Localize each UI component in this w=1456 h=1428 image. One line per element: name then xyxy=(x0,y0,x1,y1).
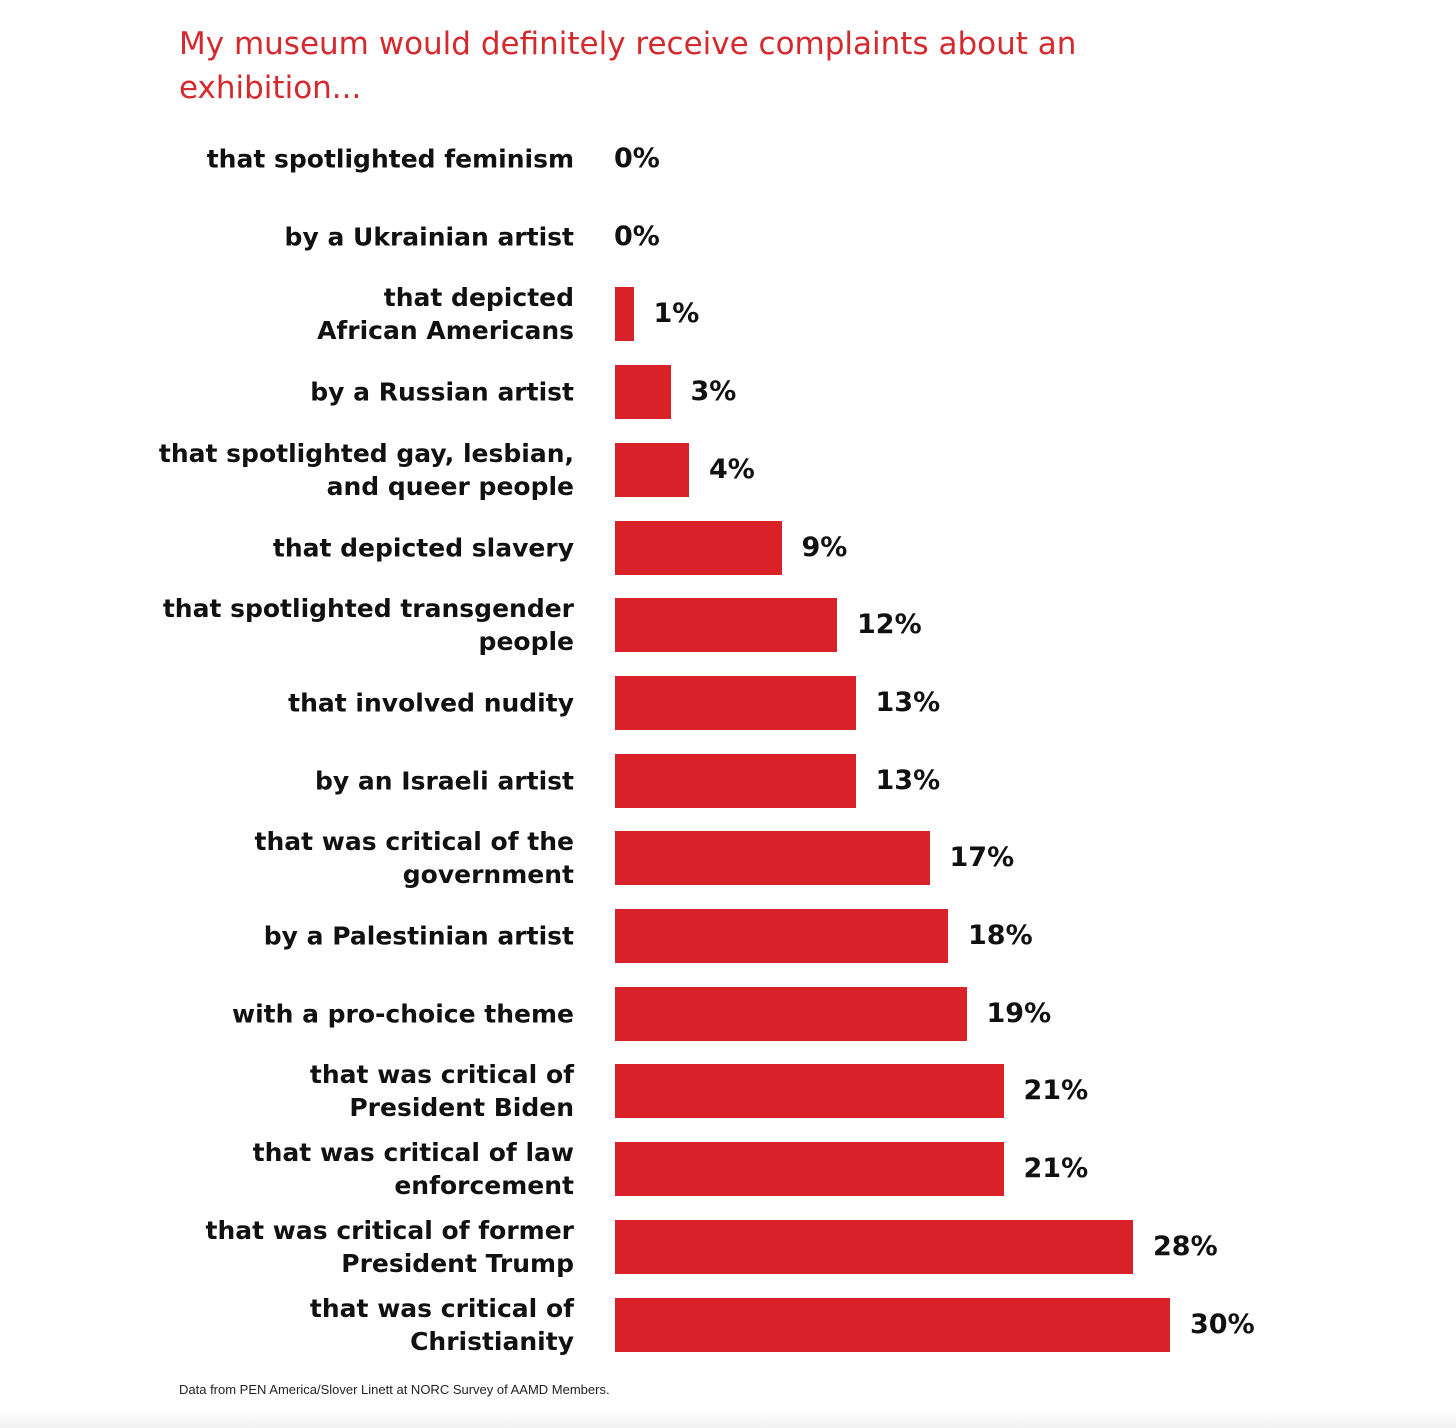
category-label: that was critical of Christianity xyxy=(309,1293,574,1356)
value-label: 18% xyxy=(968,920,1033,951)
bar xyxy=(615,365,671,420)
category-label: that depicted African Americans xyxy=(317,283,574,346)
value-label: 30% xyxy=(1190,1308,1255,1340)
value-label: 19% xyxy=(986,997,1052,1029)
value-label: 0% xyxy=(614,220,660,252)
bar xyxy=(615,831,930,886)
bar xyxy=(615,287,634,342)
category-label: that spotlighted transgender people xyxy=(162,594,574,657)
bar xyxy=(615,909,948,963)
value-label: 4% xyxy=(709,453,755,485)
bar xyxy=(615,520,782,575)
source-note: Data from PEN America/Slover Linett at N… xyxy=(179,1382,610,1397)
category-label: by a Palestinian artist xyxy=(263,921,574,951)
bar xyxy=(615,1297,1170,1352)
value-label: 1% xyxy=(653,298,700,330)
category-label: by an Israeli artist xyxy=(315,766,574,796)
page-bottom-edge xyxy=(0,1408,1456,1428)
bar xyxy=(615,442,689,497)
value-label: 17% xyxy=(949,842,1015,874)
bar xyxy=(615,598,837,653)
category-label: with a pro-choice theme xyxy=(231,999,574,1029)
category-label: that depicted slavery xyxy=(272,533,574,562)
category-label: that was critical of the government xyxy=(254,827,574,890)
value-label: 0% xyxy=(614,143,660,174)
value-label: 28% xyxy=(1153,1230,1218,1262)
value-label: 12% xyxy=(857,609,922,641)
value-label: 3% xyxy=(690,376,737,408)
chart-title: My museum would definitely receive compl… xyxy=(179,26,1077,106)
value-label: 13% xyxy=(875,764,941,796)
value-label: 9% xyxy=(801,531,848,563)
category-label: by a Ukrainian artist xyxy=(284,222,574,252)
value-label: 21% xyxy=(1023,1075,1089,1107)
category-label: that was critical of President Biden xyxy=(309,1060,574,1123)
bar xyxy=(615,986,967,1041)
category-label: that spotlighted feminism xyxy=(206,144,574,174)
value-label: 21% xyxy=(1023,1153,1089,1185)
bar xyxy=(615,1219,1133,1274)
category-label: that involved nudity xyxy=(288,688,574,718)
bar xyxy=(615,1064,1004,1119)
category-label: by a Russian artist xyxy=(310,377,574,407)
category-label: that spotlighted gay, lesbian, and queer… xyxy=(158,438,574,501)
value-label: 13% xyxy=(875,686,941,718)
bar xyxy=(615,1142,1004,1197)
category-label: that was critical of law enforcement xyxy=(252,1138,574,1201)
bar xyxy=(615,675,856,730)
category-label: that was critical of former President Tr… xyxy=(205,1215,575,1278)
bar xyxy=(615,753,856,808)
